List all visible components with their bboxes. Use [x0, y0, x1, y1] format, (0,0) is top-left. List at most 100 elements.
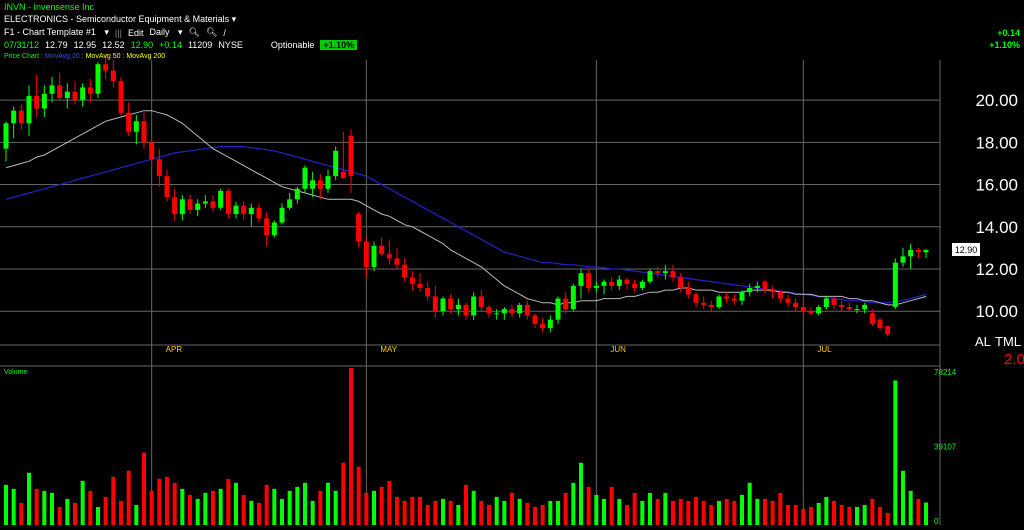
price-tick-label: 16.00 — [975, 176, 1018, 195]
candle-body — [647, 271, 653, 282]
volume-bar — [433, 500, 438, 525]
candle-body — [340, 171, 346, 179]
candle-body — [195, 203, 201, 210]
zoom-out-icon[interactable]: 🔍︎ — [205, 27, 218, 37]
category-text: ELECTRONICS - Semiconductor Equipment & … — [4, 14, 230, 24]
candle-body — [440, 298, 446, 312]
candle-body — [716, 296, 722, 307]
candle-body — [662, 271, 668, 274]
volume-bar — [134, 504, 139, 525]
candle-body — [118, 81, 124, 113]
candle-body — [402, 264, 408, 278]
candle-body — [494, 313, 500, 315]
draw-pencil-icon[interactable]: / — [223, 27, 226, 38]
edit-button[interactable]: Edit — [127, 27, 144, 38]
volume-bar — [793, 504, 798, 525]
candle-body — [210, 201, 216, 208]
category-dropdown-icon[interactable]: ▾ — [231, 14, 237, 24]
volume-bar — [494, 496, 499, 525]
volume-bar — [510, 492, 514, 525]
volume-bar — [908, 490, 913, 525]
candle-body — [87, 87, 93, 94]
volume-bar — [195, 498, 200, 525]
volume-bar — [502, 500, 507, 525]
right-axis-text-value: 2.0 — [1004, 351, 1024, 368]
quote-date: 07/31/12 — [4, 40, 40, 50]
volume-bar — [678, 498, 683, 525]
month-label: JUL — [817, 345, 832, 354]
candle-body — [256, 207, 262, 219]
candle-body — [854, 309, 860, 311]
volume-bar — [824, 496, 829, 525]
period-select[interactable]: Daily ▾ — [149, 27, 183, 37]
right-change: +0.14 — [997, 28, 1020, 38]
candle-body — [26, 95, 32, 124]
candle-body — [524, 304, 530, 316]
volume-bar — [19, 502, 24, 525]
candle-body — [417, 283, 423, 288]
candle-body — [386, 254, 392, 259]
volume-bar — [326, 482, 330, 525]
candle-body — [655, 271, 661, 274]
candle-body — [731, 298, 737, 301]
volume-bar — [272, 488, 277, 525]
category-line[interactable]: ELECTRONICS - Semiconductor Equipment & … — [4, 14, 236, 25]
volume-bar — [456, 504, 461, 525]
candle-body — [432, 296, 438, 312]
grid-lines — [0, 60, 941, 525]
candle-body — [41, 93, 47, 109]
volume-bar — [180, 488, 185, 525]
volume-bar — [724, 498, 729, 525]
candle-body — [540, 323, 546, 329]
study-price-chart: Price Chart — [4, 53, 40, 60]
volume-bar — [218, 488, 223, 525]
candle-body — [754, 285, 760, 288]
candle-body — [264, 218, 270, 236]
candle-body — [616, 279, 622, 286]
volume-bar — [471, 490, 476, 525]
volume-bar — [96, 506, 100, 525]
volume-bar — [395, 496, 399, 525]
price-axis: 10.00 12.00 14.00 16.00 18.00 20.00 APR MAY JUN J… — [4, 91, 1024, 526]
template-select[interactable]: F1 - Chart Template #1 ▾ — [4, 27, 109, 37]
volume-bar — [893, 380, 898, 525]
candle-body — [624, 279, 630, 284]
volume-bar — [671, 500, 675, 525]
candle-body — [923, 250, 929, 253]
volume-bar — [632, 492, 637, 525]
candle-body — [64, 91, 70, 98]
volume-bar — [349, 368, 353, 525]
candle-body — [80, 87, 86, 101]
volume-bar — [126, 470, 131, 525]
volume-bar — [517, 498, 522, 525]
volume-bar — [924, 502, 928, 525]
candle-body — [241, 205, 247, 215]
zoom-in-icon[interactable]: 🔍︎ — [188, 27, 200, 37]
volume-bar — [862, 504, 867, 525]
toolbar: F1 - Chart Template #1 ▾ ||| Edit Daily … — [4, 27, 232, 38]
month-label: JUN — [610, 345, 626, 354]
volume-bar — [556, 500, 560, 525]
candles — [3, 53, 929, 337]
candle-body — [563, 298, 569, 310]
candle-body — [363, 241, 369, 267]
candle-body — [593, 285, 599, 288]
volume-bar — [602, 498, 606, 525]
volume-bar — [686, 500, 691, 525]
candle-body — [693, 294, 699, 303]
candle-body — [72, 91, 78, 101]
candle-body — [49, 85, 55, 94]
candle-body — [846, 307, 852, 310]
candle-body — [570, 285, 576, 310]
candle-body — [287, 199, 293, 208]
candle-body — [463, 304, 469, 316]
volume-bar — [640, 500, 645, 525]
volume-bar — [257, 502, 261, 525]
volume-bar — [318, 490, 323, 525]
candle-body — [356, 214, 362, 242]
volume-bar — [609, 486, 614, 525]
volume-bar — [80, 480, 85, 525]
candle-body — [823, 298, 829, 307]
candle-body — [179, 199, 185, 215]
candle-body — [110, 70, 116, 82]
